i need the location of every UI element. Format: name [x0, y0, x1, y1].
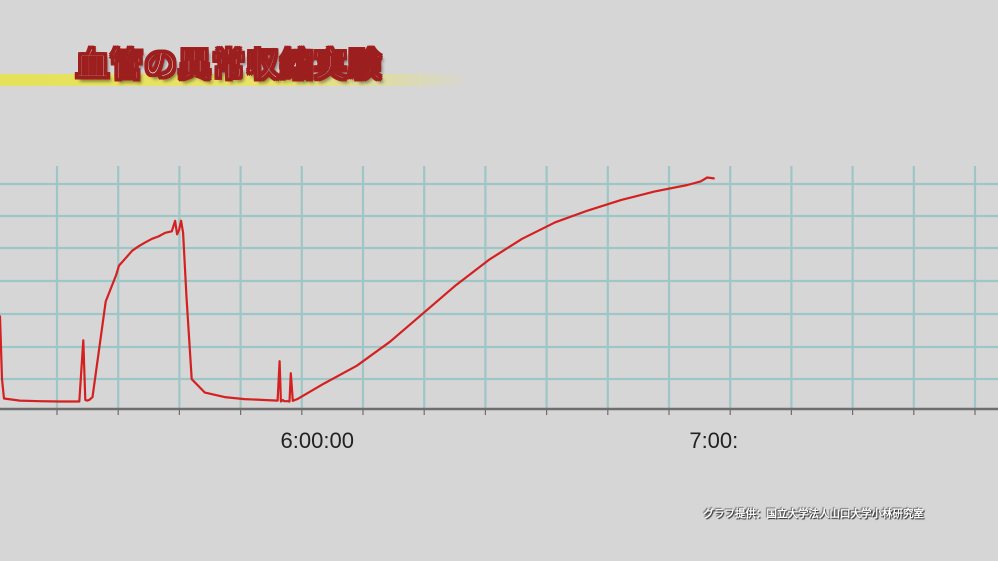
x-tick-label-6-00-00: 6:00:00	[281, 428, 354, 453]
series-line	[0, 176, 715, 403]
x-ticks	[56, 409, 976, 415]
page-title: 血管の異常収縮実験	[75, 44, 382, 84]
title-highlight-band	[0, 74, 470, 86]
graph-credit: グラフ提供：国立大学法人山口大学小林研究室	[703, 508, 925, 520]
grid	[0, 166, 998, 409]
x-tick-label-7-00: 7:00:	[689, 428, 738, 453]
